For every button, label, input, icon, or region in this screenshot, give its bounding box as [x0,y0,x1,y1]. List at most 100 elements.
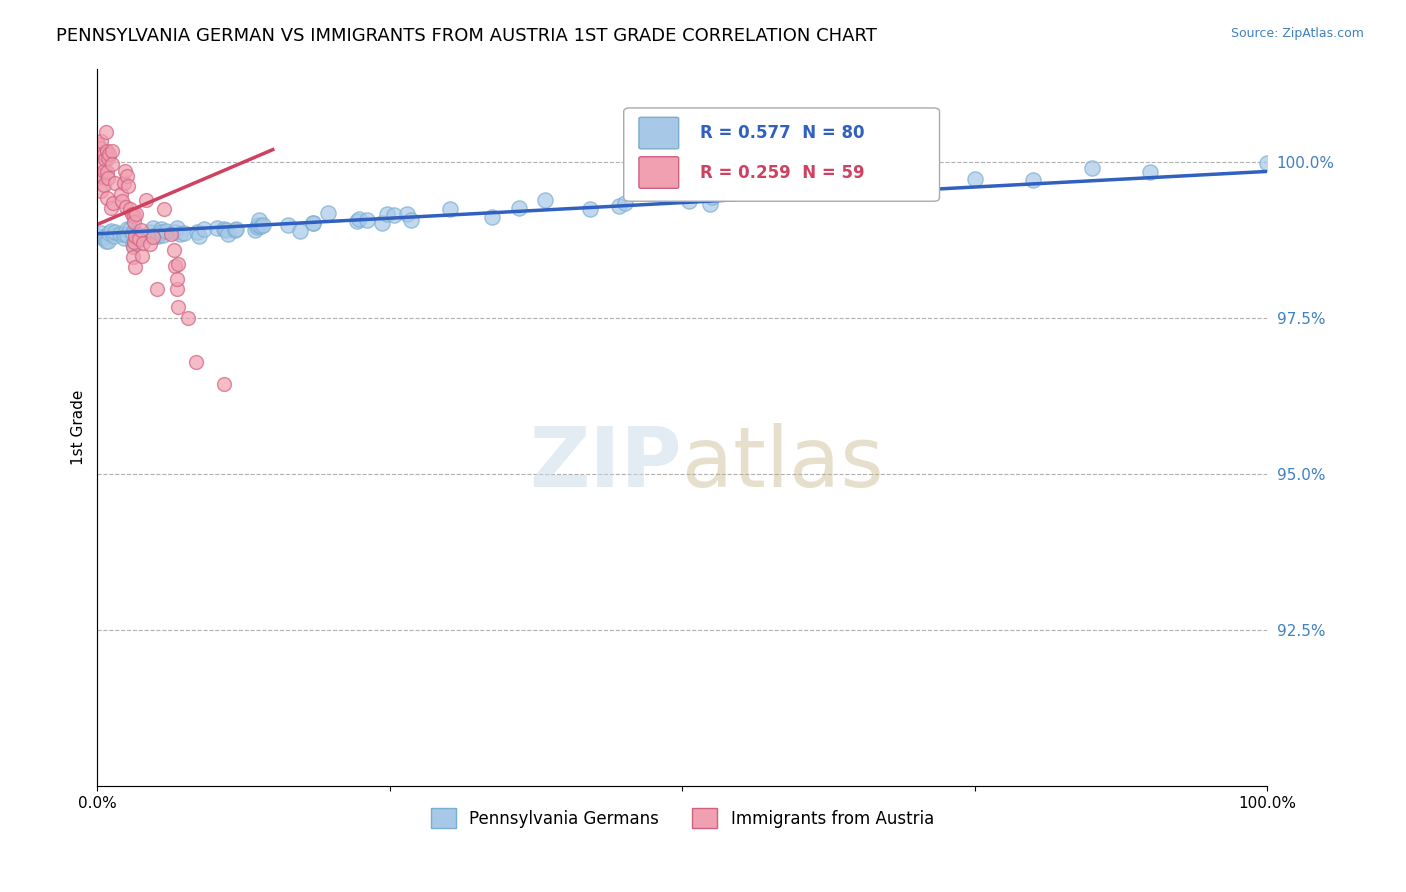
Pennsylvania Germans [100,224,122,238]
Immigrants from Austria [177,311,200,326]
Pennsylvania Germans [346,214,368,228]
Immigrants from Austria [146,282,169,296]
Pennsylvania Germans [288,224,311,238]
Pennsylvania Germans [1022,173,1045,187]
Pennsylvania Germans [533,193,555,207]
Immigrants from Austria [87,168,110,182]
Pennsylvania Germans [150,225,173,239]
Pennsylvania Germans [93,231,115,245]
Pennsylvania Germans [382,208,405,222]
Pennsylvania Germans [395,207,418,221]
Pennsylvania Germans [104,225,127,239]
Immigrants from Austria [122,209,145,223]
Immigrants from Austria [104,176,127,190]
Immigrants from Austria [86,137,108,152]
Immigrants from Austria [139,236,162,251]
Immigrants from Austria [134,193,156,207]
Pennsylvania Germans [614,195,637,210]
Immigrants from Austria [96,191,118,205]
Pennsylvania Germans [103,229,125,244]
Pennsylvania Germans [439,202,461,216]
Text: Source: ZipAtlas.com: Source: ZipAtlas.com [1230,27,1364,40]
Pennsylvania Germans [125,235,148,249]
Pennsylvania Germans [250,219,273,233]
Immigrants from Austria [122,250,145,264]
Immigrants from Austria [89,140,111,154]
Pennsylvania Germans [347,212,370,227]
Immigrants from Austria [110,186,132,201]
Pennsylvania Germans [188,228,211,243]
Immigrants from Austria [131,249,153,263]
Pennsylvania Germans [212,221,235,235]
Immigrants from Austria [186,355,208,369]
Pennsylvania Germans [243,223,266,237]
Pennsylvania Germans [846,186,869,200]
Immigrants from Austria [167,300,190,314]
Pennsylvania Germans [87,228,110,243]
Immigrants from Austria [132,236,155,251]
Pennsylvania Germans [246,218,269,232]
Pennsylvania Germans [186,225,208,239]
Pennsylvania Germans [318,206,340,220]
Immigrants from Austria [96,145,118,159]
Immigrants from Austria [124,215,146,229]
Text: PENNSYLVANIA GERMAN VS IMMIGRANTS FROM AUSTRIA 1ST GRADE CORRELATION CHART: PENNSYLVANIA GERMAN VS IMMIGRANTS FROM A… [56,27,877,45]
Pennsylvania Germans [166,221,188,235]
Immigrants from Austria [142,230,165,244]
Pennsylvania Germans [678,194,700,208]
Pennsylvania Germans [578,202,600,216]
Immigrants from Austria [124,260,146,275]
Immigrants from Austria [124,207,146,221]
FancyBboxPatch shape [638,117,679,149]
Pennsylvania Germans [356,212,378,227]
Pennsylvania Germans [699,196,721,211]
Immigrants from Austria [86,158,108,172]
Pennsylvania Germans [302,216,325,230]
Pennsylvania Germans [277,218,299,232]
Pennsylvania Germans [125,227,148,241]
Pennsylvania Germans [252,219,274,233]
Immigrants from Austria [111,194,134,208]
Immigrants from Austria [122,235,145,250]
Immigrants from Austria [128,231,150,245]
Pennsylvania Germans [115,222,138,236]
Immigrants from Austria [121,207,143,221]
Pennsylvania Germans [193,222,215,236]
Y-axis label: 1st Grade: 1st Grade [72,390,86,465]
Pennsylvania Germans [1139,165,1161,179]
Pennsylvania Germans [481,210,503,224]
Pennsylvania Germans [246,220,269,235]
Immigrants from Austria [166,257,188,271]
Immigrants from Austria [96,125,118,139]
Pennsylvania Germans [163,225,186,239]
Immigrants from Austria [114,164,136,178]
Pennsylvania Germans [112,230,135,244]
Pennsylvania Germans [112,227,135,241]
Immigrants from Austria [101,144,124,158]
Pennsylvania Germans [607,199,630,213]
Immigrants from Austria [93,178,115,192]
Immigrants from Austria [112,176,135,190]
Text: ZIP: ZIP [530,423,682,503]
Immigrants from Austria [166,272,188,286]
Pennsylvania Germans [146,229,169,244]
Pennsylvania Germans [139,225,162,239]
Pennsylvania Germans [122,227,145,242]
Immigrants from Austria [96,164,118,178]
Pennsylvania Germans [120,222,142,236]
Pennsylvania Germans [90,226,112,240]
Pennsylvania Germans [122,225,145,239]
Immigrants from Austria [160,227,183,241]
Immigrants from Austria [93,147,115,161]
Pennsylvania Germans [700,190,723,204]
Pennsylvania Germans [301,216,323,230]
Legend: Pennsylvania Germans, Immigrants from Austria: Pennsylvania Germans, Immigrants from Au… [425,801,941,835]
Pennsylvania Germans [375,207,398,221]
Immigrants from Austria [97,147,120,161]
Immigrants from Austria [114,200,136,214]
Pennsylvania Germans [1080,161,1102,175]
Immigrants from Austria [120,202,142,216]
Immigrants from Austria [101,156,124,170]
Pennsylvania Germans [150,222,173,236]
Immigrants from Austria [97,170,120,185]
